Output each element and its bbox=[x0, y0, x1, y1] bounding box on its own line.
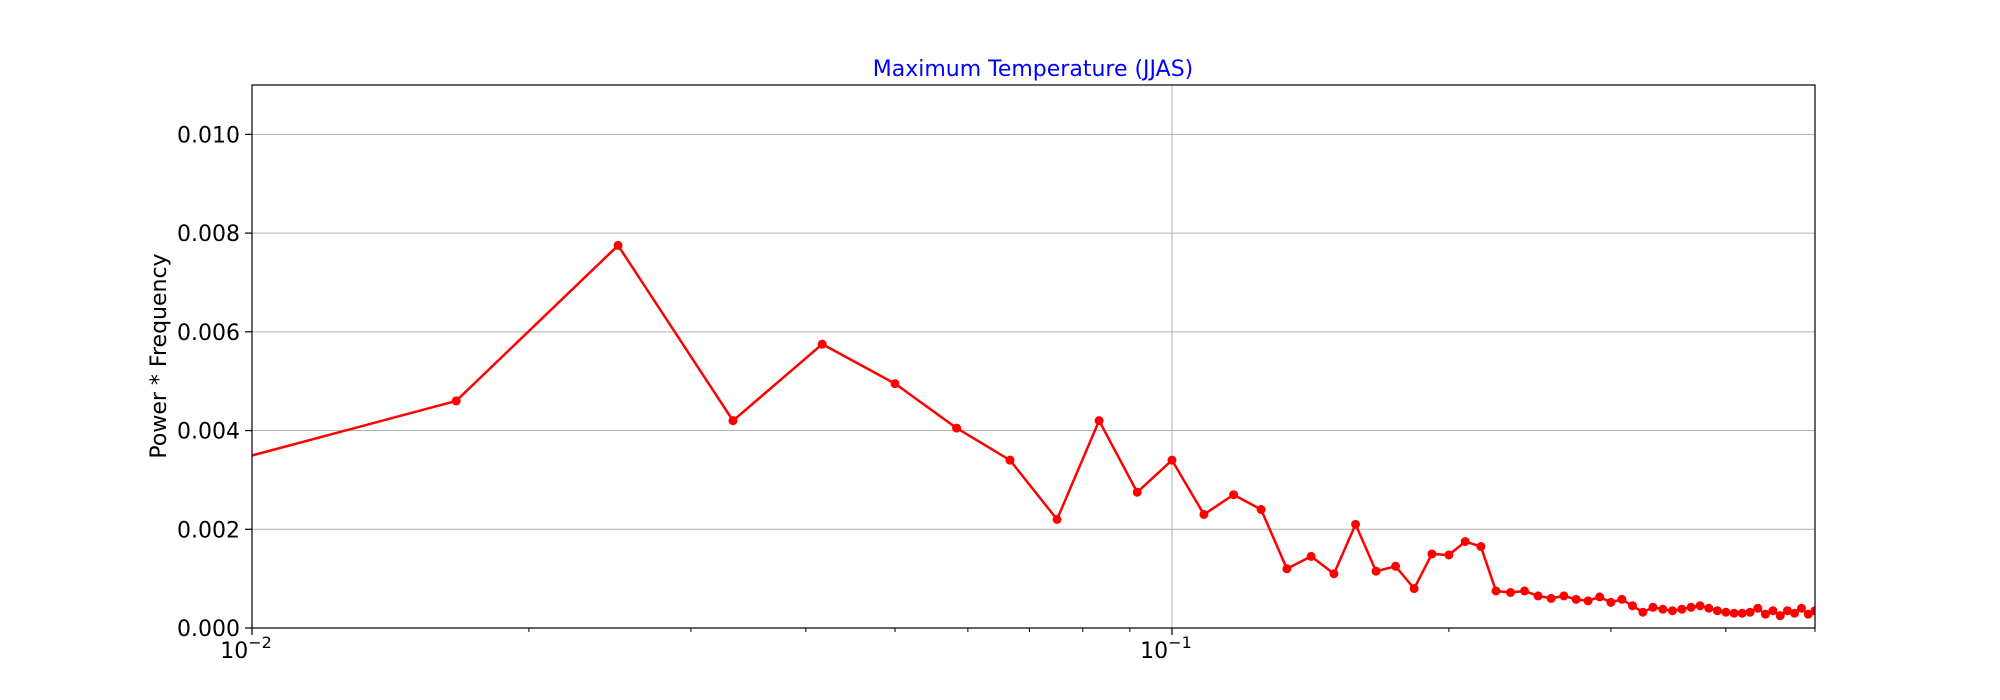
data-point bbox=[1737, 608, 1747, 618]
data-point bbox=[1628, 601, 1638, 611]
data-point bbox=[1256, 505, 1266, 515]
data-point bbox=[1803, 609, 1813, 619]
data-point bbox=[952, 423, 962, 433]
data-point bbox=[1229, 490, 1239, 500]
data-point bbox=[817, 339, 827, 349]
data-point bbox=[1686, 602, 1696, 612]
data-point bbox=[1695, 601, 1705, 611]
x-tick-label: 10−2 bbox=[220, 633, 272, 664]
data-point bbox=[1094, 416, 1104, 426]
data-point bbox=[1768, 606, 1778, 616]
data-point bbox=[1427, 549, 1437, 559]
data-point bbox=[1704, 603, 1714, 613]
data-point bbox=[1282, 564, 1292, 574]
data-point bbox=[1199, 509, 1209, 519]
data-point bbox=[1753, 603, 1763, 613]
data-point bbox=[451, 396, 461, 406]
data-point bbox=[1638, 607, 1648, 617]
y-tick-label: 0.008 bbox=[177, 222, 240, 247]
data-point bbox=[1729, 608, 1739, 618]
y-tick-label: 0.002 bbox=[177, 518, 240, 543]
data-point bbox=[1533, 591, 1543, 601]
data-point bbox=[1132, 487, 1142, 497]
data-point bbox=[1775, 611, 1785, 621]
data-point bbox=[1658, 604, 1668, 614]
data-point bbox=[1760, 609, 1770, 619]
data-point bbox=[1167, 455, 1177, 465]
data-point bbox=[1712, 606, 1722, 616]
y-axis-label: Power * Frequency bbox=[147, 253, 172, 458]
data-point bbox=[1391, 561, 1401, 571]
data-point bbox=[1559, 591, 1569, 601]
data-point bbox=[1796, 603, 1806, 613]
data-point bbox=[1476, 542, 1486, 552]
data-point bbox=[1329, 569, 1339, 579]
data-point bbox=[1782, 606, 1792, 616]
data-point bbox=[1745, 607, 1755, 617]
data-point bbox=[1491, 586, 1501, 596]
data-point bbox=[1617, 594, 1627, 604]
data-point bbox=[1460, 537, 1470, 547]
data-point bbox=[1721, 607, 1731, 617]
data-point bbox=[1667, 606, 1677, 616]
y-tick-label: 0.000 bbox=[177, 617, 240, 642]
data-point bbox=[1583, 596, 1593, 606]
data-point bbox=[1005, 455, 1015, 465]
data-point bbox=[1571, 594, 1581, 604]
data-point bbox=[890, 379, 900, 389]
data-point bbox=[1677, 604, 1687, 614]
data-point bbox=[1648, 602, 1658, 612]
data-point bbox=[1546, 593, 1556, 603]
chart-title: Maximum Temperature (JJAS) bbox=[873, 57, 1194, 82]
data-point bbox=[1444, 550, 1454, 560]
data-point bbox=[1520, 586, 1530, 596]
y-tick-label: 0.010 bbox=[177, 123, 240, 148]
data-point bbox=[1505, 587, 1515, 597]
data-point bbox=[728, 416, 738, 426]
data-point bbox=[1810, 606, 1815, 616]
axis-ticks: 0.000 0.002 0.004 0.006 0.008 0.010 10−2 10−1 bbox=[177, 123, 1816, 664]
data-point bbox=[613, 240, 623, 250]
y-tick-label: 0.006 bbox=[177, 321, 240, 346]
plot-frame bbox=[251, 84, 1816, 629]
data-point bbox=[1351, 519, 1361, 529]
data-point bbox=[1606, 597, 1616, 607]
y-tick-label: 0.004 bbox=[177, 420, 240, 445]
data-point bbox=[1371, 566, 1381, 576]
data-point bbox=[1409, 584, 1419, 594]
data-point bbox=[1052, 514, 1062, 524]
x-tick-label: 10−1 bbox=[1140, 633, 1192, 664]
series-group bbox=[252, 240, 1815, 621]
data-point bbox=[1595, 592, 1605, 602]
data-point bbox=[1306, 551, 1316, 561]
data-point bbox=[1790, 608, 1800, 618]
